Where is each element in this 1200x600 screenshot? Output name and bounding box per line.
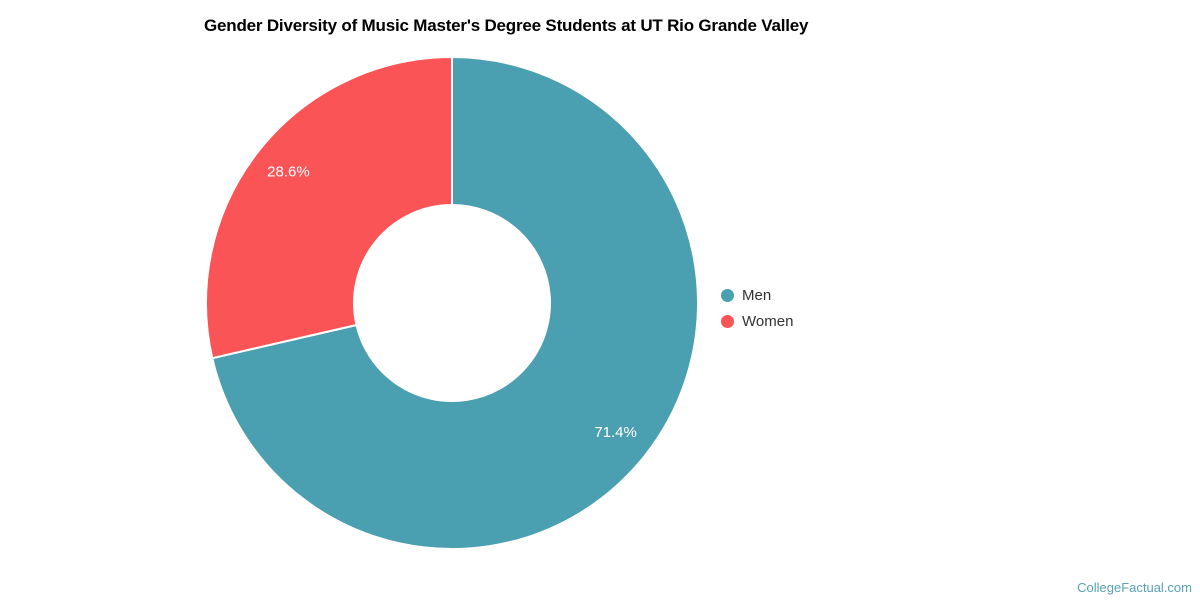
legend-item-men[interactable]: Men [721,282,793,308]
slice-men[interactable] [211,56,699,550]
legend: Men Women [721,282,793,334]
slice-label-women: 28.6% [267,164,310,181]
legend-swatch-men [721,288,734,302]
chart-title: Gender Diversity of Music Master's Degre… [204,16,809,35]
legend-label-women: Women [742,312,794,330]
legend-swatch-women [721,314,734,328]
slice-label-men: 71.4% [594,424,637,441]
slice-women[interactable] [205,56,453,360]
legend-label-men: Men [742,286,772,304]
legend-item-women[interactable]: Women [721,308,793,334]
credits-link[interactable]: CollegeFactual.com [1077,580,1192,595]
